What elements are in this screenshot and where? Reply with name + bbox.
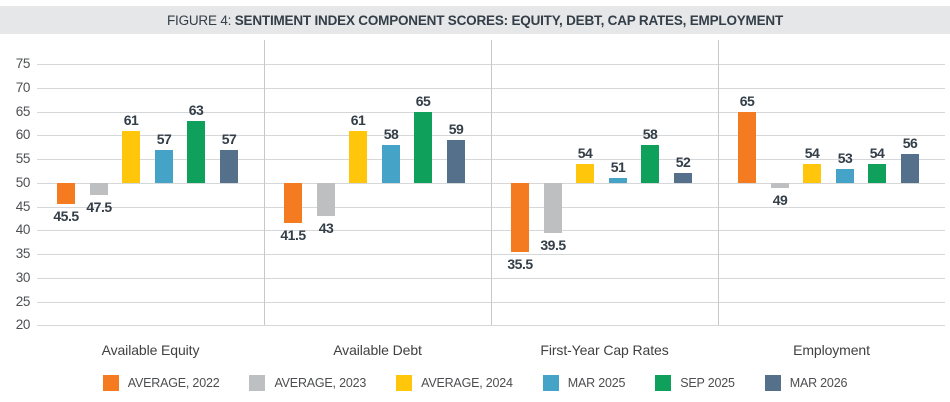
legend-item: AVERAGE, 2022 bbox=[102, 375, 220, 391]
bar bbox=[349, 131, 367, 183]
category-label: Available Equity bbox=[101, 342, 200, 358]
bar bbox=[57, 183, 75, 204]
legend-swatch bbox=[249, 375, 266, 391]
y-axis-tick-label: 75 bbox=[15, 56, 31, 71]
bar bbox=[836, 169, 854, 183]
bar bbox=[220, 150, 238, 183]
bar-value-label: 47.5 bbox=[86, 199, 112, 215]
bar-value-label: 57 bbox=[221, 131, 237, 147]
bar-value-label: 49 bbox=[772, 192, 788, 208]
bar bbox=[90, 183, 108, 195]
bar-value-label: 59 bbox=[448, 121, 464, 137]
bar-value-label: 65 bbox=[739, 93, 755, 109]
bar bbox=[447, 140, 465, 183]
bar-value-label: 52 bbox=[675, 154, 691, 170]
y-axis-tick-label: 50 bbox=[15, 175, 31, 190]
legend-item: AVERAGE, 2024 bbox=[396, 375, 513, 391]
y-axis-tick-label: 20 bbox=[15, 317, 31, 332]
bar-value-label: 51 bbox=[610, 159, 626, 175]
bar-value-label: 63 bbox=[188, 102, 204, 118]
legend-swatch bbox=[655, 375, 672, 391]
legend-swatch bbox=[102, 375, 119, 391]
y-axis-tick-label: 25 bbox=[15, 294, 31, 309]
bar-value-label: 54 bbox=[804, 145, 820, 161]
legend-item: MAR 2026 bbox=[764, 375, 848, 391]
y-axis-tick-label: 35 bbox=[15, 246, 31, 261]
bar-value-label: 54 bbox=[869, 145, 885, 161]
y-axis-tick-label: 45 bbox=[15, 199, 31, 214]
bar bbox=[511, 183, 529, 252]
figure-title-text: SENTIMENT INDEX COMPONENT SCORES: EQUITY… bbox=[234, 12, 783, 28]
legend-label: MAR 2025 bbox=[567, 376, 626, 390]
bar-value-label: 58 bbox=[383, 126, 399, 142]
bar-value-label: 57 bbox=[156, 131, 172, 147]
bar-value-label: 39.5 bbox=[540, 237, 566, 253]
category-label: Employment bbox=[793, 342, 870, 358]
bar bbox=[803, 164, 821, 183]
bar bbox=[284, 183, 302, 223]
legend-item: AVERAGE, 2023 bbox=[249, 375, 366, 391]
legend-swatch bbox=[764, 375, 781, 391]
bar bbox=[771, 183, 789, 188]
bar bbox=[155, 150, 173, 183]
legend-label: MAR 2026 bbox=[789, 376, 848, 390]
bar-value-label: 61 bbox=[123, 112, 139, 128]
bar-value-label: 35.5 bbox=[507, 256, 533, 272]
legend-swatch bbox=[542, 375, 559, 391]
y-axis-tick-label: 55 bbox=[15, 151, 31, 166]
y-axis-tick-label: 60 bbox=[15, 127, 31, 142]
bar bbox=[317, 183, 335, 216]
legend-swatch bbox=[396, 375, 413, 391]
bar bbox=[609, 178, 627, 183]
y-axis-tick-label: 30 bbox=[15, 270, 31, 285]
legend-item: SEP 2025 bbox=[655, 375, 735, 391]
legend-label: AVERAGE, 2024 bbox=[421, 376, 513, 390]
bar bbox=[868, 164, 886, 183]
bar bbox=[382, 145, 400, 183]
legend-item: MAR 2025 bbox=[542, 375, 626, 391]
gridline bbox=[37, 325, 945, 326]
bar bbox=[122, 131, 140, 183]
bar-value-label: 58 bbox=[642, 126, 658, 142]
bar-value-label: 43 bbox=[318, 220, 334, 236]
bar bbox=[674, 173, 692, 183]
group-separator bbox=[491, 40, 492, 325]
legend-label: AVERAGE, 2023 bbox=[274, 376, 367, 390]
figure-title-prefix: FIGURE 4: bbox=[166, 12, 235, 28]
legend-label: SEP 2025 bbox=[680, 376, 735, 390]
bar-value-label: 61 bbox=[350, 112, 366, 128]
group-separator bbox=[264, 40, 265, 325]
y-axis-tick-label: 65 bbox=[15, 104, 31, 119]
bar bbox=[544, 183, 562, 233]
chart-legend: AVERAGE, 2022 AVERAGE, 2023 AVERAGE, 2024 M… bbox=[0, 372, 950, 394]
y-axis-tick-label: 40 bbox=[15, 222, 31, 237]
bar-value-label: 54 bbox=[577, 145, 593, 161]
bar-value-label: 45.5 bbox=[53, 208, 79, 224]
bar bbox=[576, 164, 594, 183]
figure-title: FIGURE 4: SENTIMENT INDEX COMPONENT SCOR… bbox=[0, 6, 950, 34]
bar-value-label: 41.5 bbox=[280, 227, 306, 243]
bar bbox=[738, 112, 756, 183]
bar-value-label: 53 bbox=[837, 150, 853, 166]
category-label: Available Debt bbox=[333, 342, 422, 358]
legend-label: AVERAGE, 2022 bbox=[127, 376, 220, 390]
group-separator bbox=[718, 40, 719, 325]
category-label: First-Year Cap Rates bbox=[540, 342, 669, 358]
bar bbox=[414, 112, 432, 183]
bar-value-label: 65 bbox=[415, 93, 431, 109]
bar-value-label: 56 bbox=[902, 135, 918, 151]
bar bbox=[901, 154, 919, 183]
bar bbox=[187, 121, 205, 183]
bar bbox=[641, 145, 659, 183]
y-axis-tick-label: 70 bbox=[15, 80, 31, 95]
